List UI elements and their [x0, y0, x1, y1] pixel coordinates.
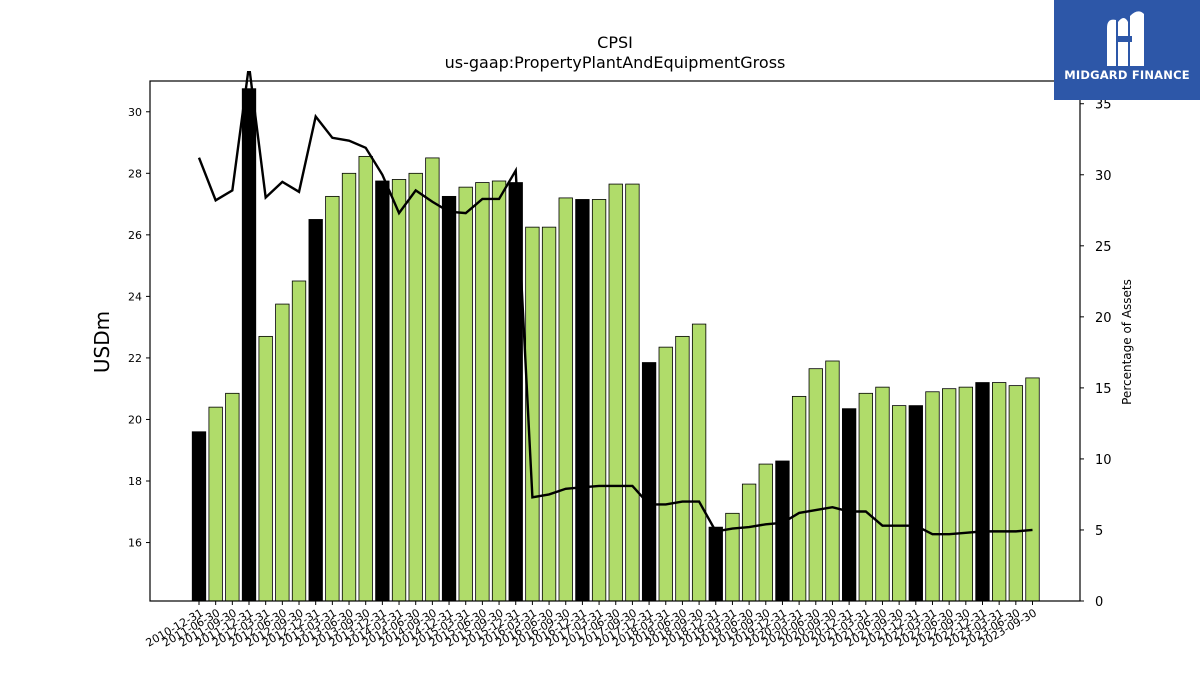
bar — [375, 180, 390, 602]
bar — [425, 157, 440, 602]
y-tick-label-left: 20 — [128, 413, 142, 426]
bar — [258, 335, 273, 602]
y-tick-label-left: 24 — [128, 290, 142, 303]
bar — [458, 186, 473, 602]
y-tick-label-right: 30 — [1095, 169, 1112, 184]
y-axis-label-right: Percentage of Assets — [1120, 279, 1134, 405]
bar — [1008, 385, 1023, 602]
bar — [608, 183, 623, 602]
bar — [741, 483, 757, 602]
y-tick-label-right: 15 — [1095, 382, 1112, 397]
y-tick-label-right: 5 — [1095, 524, 1103, 539]
bar — [641, 362, 657, 602]
y-tick-label-left: 30 — [128, 106, 142, 119]
bar — [325, 195, 340, 602]
bar — [708, 526, 723, 602]
bar — [241, 88, 257, 602]
bar — [658, 346, 673, 602]
bar — [891, 405, 907, 602]
bar — [691, 323, 707, 602]
bar — [475, 182, 490, 602]
bar — [825, 360, 840, 602]
bar — [975, 382, 990, 602]
logo: MIDGARD FINANCE — [1054, 0, 1200, 100]
bar — [191, 431, 207, 602]
bar — [791, 395, 807, 602]
bar — [558, 197, 573, 602]
y-tick-label-right: 25 — [1095, 240, 1112, 255]
bar — [591, 199, 607, 602]
bar — [225, 392, 240, 602]
bar — [775, 460, 790, 602]
bar — [441, 195, 457, 602]
bar — [408, 172, 423, 602]
bar — [942, 388, 957, 602]
bar — [808, 368, 823, 602]
bar — [308, 219, 323, 602]
line-group — [197, 71, 1033, 536]
bar — [1025, 377, 1040, 602]
y-tick-label-left: 22 — [128, 352, 142, 365]
bar — [675, 335, 690, 602]
y-tick-label-right: 20 — [1095, 311, 1112, 326]
bar — [841, 408, 857, 602]
bar — [858, 392, 873, 602]
y-tick-label-left: 26 — [128, 229, 142, 242]
bar-group — [191, 88, 1040, 602]
y-tick-label-right: 0 — [1095, 595, 1103, 610]
percentage-line — [197, 71, 1033, 536]
y-tick-label-left: 18 — [128, 475, 142, 488]
chart-subtitle: us-gaap:PropertyPlantAndEquipmentGross — [445, 53, 786, 72]
bar — [875, 386, 890, 602]
y-axis-label-left: USDm — [90, 311, 114, 373]
bar — [625, 183, 640, 602]
bar — [758, 463, 773, 602]
y-tick-label-left: 16 — [128, 537, 142, 550]
bar — [208, 406, 223, 602]
bar — [925, 391, 940, 602]
bar — [275, 303, 290, 602]
bar — [541, 226, 557, 602]
bar — [908, 405, 923, 602]
bar — [491, 180, 507, 602]
logo-text: MIDGARD FINANCE — [1064, 68, 1190, 82]
bar — [291, 280, 307, 602]
midgard-logo-icon — [1107, 11, 1144, 66]
plot-frame — [149, 80, 1081, 602]
bar — [992, 382, 1007, 602]
bar — [391, 179, 407, 602]
bar — [358, 155, 373, 602]
bar — [341, 172, 357, 602]
y-tick-label-right: 10 — [1095, 453, 1112, 468]
axes: 1618202224262830051015202530352010-12-31… — [128, 80, 1112, 650]
y-tick-label-left: 28 — [128, 167, 142, 180]
bar — [725, 512, 740, 602]
bar — [958, 386, 973, 602]
bar — [575, 199, 590, 602]
chart-title: CPSI — [597, 33, 633, 52]
y-tick-label-right: 35 — [1095, 98, 1112, 113]
